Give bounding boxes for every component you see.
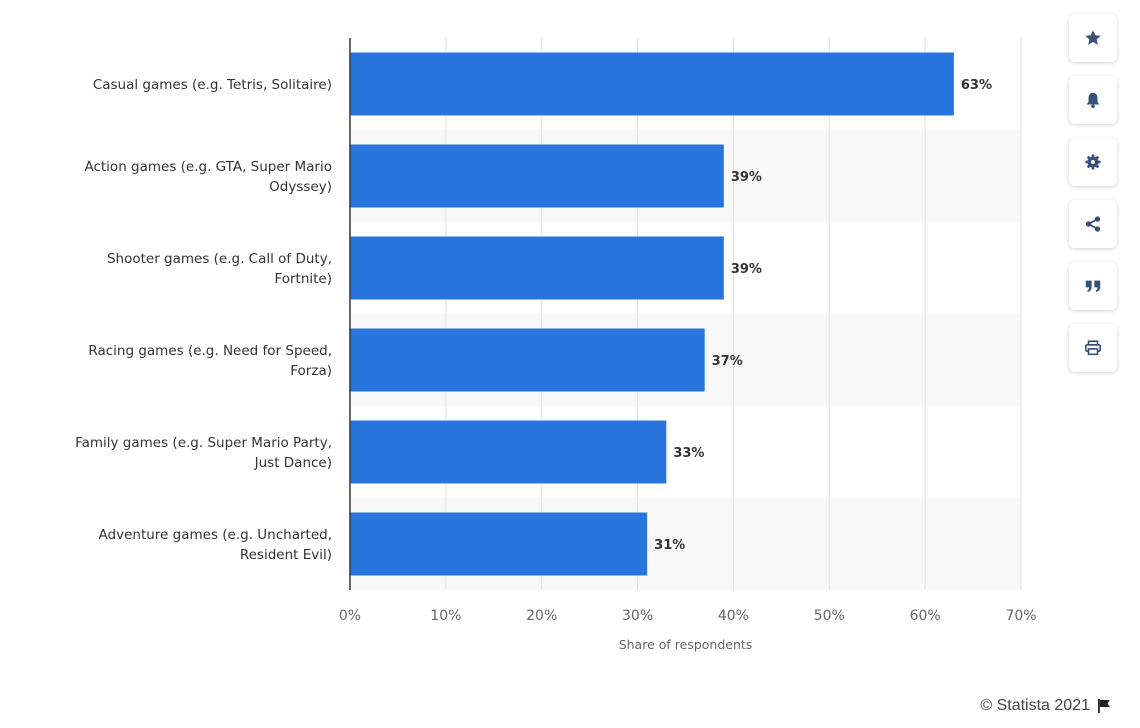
bar[interactable] [350,144,724,208]
credit-text: © Statista 2021 [980,697,1090,714]
category-labels: Casual games (e.g. Tetris, Solitaire) Act… [75,77,332,563]
gridlines [445,38,1022,590]
x-tick-label: 0% [339,608,361,624]
category-label: Action games (e.g. GTA, Super Mario Odyss… [84,159,332,195]
data-labels: 63% 39% 39% 37% 33% 31% [654,78,992,553]
x-tick-label: 70% [1005,608,1036,624]
star-icon [1085,30,1101,45]
bar-chart: Casual games (e.g. Tetris, Solitaire) Act… [75,38,1037,652]
bar[interactable] [350,328,705,392]
bell-icon [1086,92,1100,109]
data-label: 63% [961,78,992,93]
share-icon [1085,216,1101,232]
category-label: Racing games (e.g. Need for Speed, Forza) [88,343,332,379]
x-tick-label: 30% [622,608,653,624]
data-label: 39% [731,262,762,277]
share-button[interactable] [1069,200,1117,248]
x-axis-title: Share of respondents [619,637,753,652]
gear-icon [1085,154,1101,170]
bar[interactable] [350,420,667,484]
notification-button[interactable] [1069,76,1117,124]
bar[interactable] [350,236,724,300]
data-label: 31% [654,538,685,553]
data-label: 33% [673,446,704,461]
data-label: 39% [731,170,762,185]
print-button[interactable] [1069,324,1117,372]
flag-icon [1098,699,1110,713]
x-tick-label: 10% [430,608,461,624]
favorite-button[interactable] [1069,14,1117,62]
category-label: Family games (e.g. Super Mario Party, Jus… [75,435,332,471]
category-label: Shooter games (e.g. Call of Duty, Fortnit… [107,251,332,287]
category-label: Adventure games (e.g. Uncharted, Resident… [99,527,332,563]
bar[interactable] [350,512,648,576]
source-credit[interactable]: © Statista 2021 [980,697,1112,715]
x-tick-label: 20% [526,608,557,624]
bar[interactable] [350,52,954,116]
cite-button[interactable] [1069,262,1117,310]
x-tick-label: 40% [718,608,749,624]
chart-toolbar [1069,14,1119,372]
bars [350,52,954,576]
print-icon [1084,340,1102,356]
category-label: Casual games (e.g. Tetris, Solitaire) [93,77,332,93]
data-label: 37% [712,354,743,369]
settings-button[interactable] [1069,138,1117,186]
quote-icon [1085,280,1101,292]
x-tick-label: 50% [814,608,845,624]
x-tick-label: 60% [910,608,941,624]
x-tick-labels: 0% 10% 20% 30% 40% 50% 60% 70% [339,608,1037,624]
